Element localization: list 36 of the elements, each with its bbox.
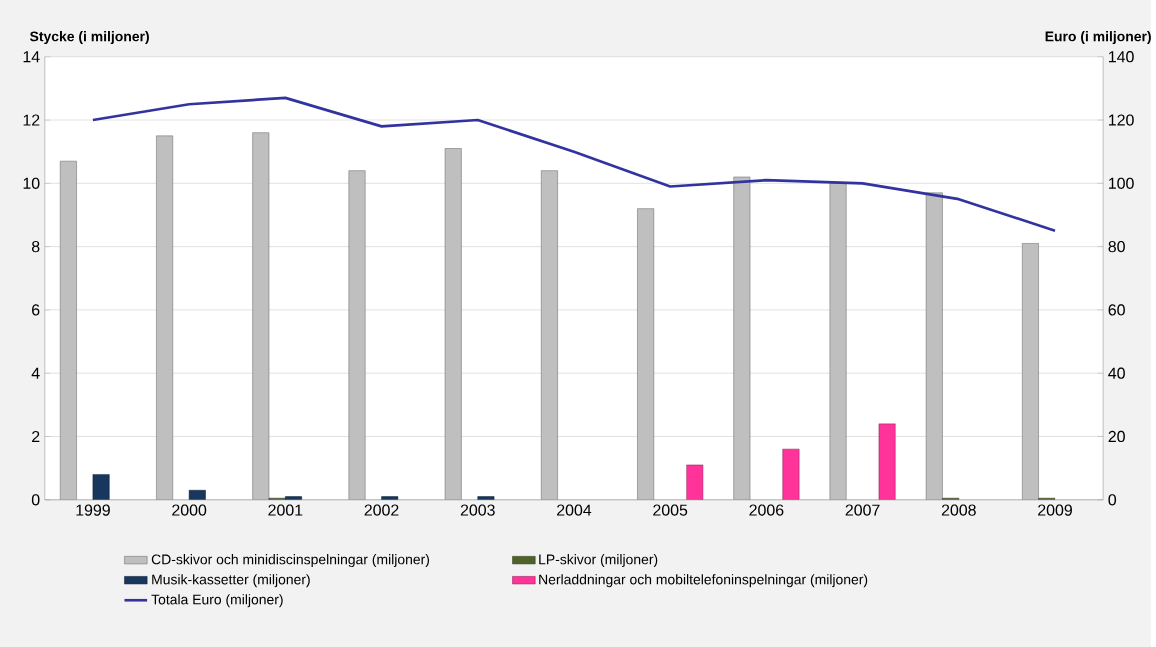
y2-tick-label: 140 [1109, 51, 1134, 63]
y2-tick-label: 40 [1108, 367, 1125, 379]
x-tick-label: 2008 [941, 504, 976, 516]
y-tick-label: 4 [31, 367, 40, 379]
x-tick-label: 1999 [76, 504, 110, 516]
y2-tick-label: 100 [1109, 177, 1134, 189]
legend-label: Nerladdningar och mobiltelefoninspelningar (miljoner) [539, 574, 868, 588]
x-tick-label: 2004 [557, 504, 592, 516]
y-tick-label: 0 [31, 494, 40, 506]
y2-axis-title: Euro (i miljoner) [1045, 31, 1151, 45]
y2-tick-label: 120 [1109, 114, 1134, 126]
x-tick-label: 2005 [653, 504, 688, 516]
y-tick-label: 10 [23, 177, 40, 189]
x-tick-label: 2009 [1038, 504, 1072, 516]
y-tick-label: 2 [32, 430, 40, 442]
line-series [91, 96, 1057, 233]
y2-tick-label: 20 [1108, 430, 1125, 443]
legend-label: LP-skivor (miljoner) [539, 554, 658, 568]
y-tick-label: 6 [32, 304, 40, 316]
bar [878, 423, 896, 500]
x-tick-label: 2000 [172, 504, 207, 516]
y-tick-label: 12 [23, 114, 40, 126]
x-tick-label: 2007 [845, 504, 880, 516]
x-tick-label: 2003 [460, 504, 495, 516]
y-tick-label: 14 [23, 51, 40, 63]
y-tick-label: 8 [31, 240, 40, 253]
x-tick-label: 2001 [268, 504, 303, 516]
x-tick-label: 2006 [749, 504, 784, 516]
y2-tick-label: 60 [1108, 304, 1125, 316]
legend-label: CD-skivor och minidiscinspelningar (miljoner) [151, 554, 430, 568]
x-tick-label: 2002 [364, 504, 399, 516]
legend-label: Totala Euro (miljoner) [151, 594, 283, 608]
y2-tick-label: 0 [1108, 494, 1117, 506]
y-axis-title: Stycke (i miljoner) [29, 31, 149, 45]
legend-label: Musik-kassetter (miljoner) [152, 574, 310, 588]
y2-tick-label: 80 [1108, 240, 1125, 253]
